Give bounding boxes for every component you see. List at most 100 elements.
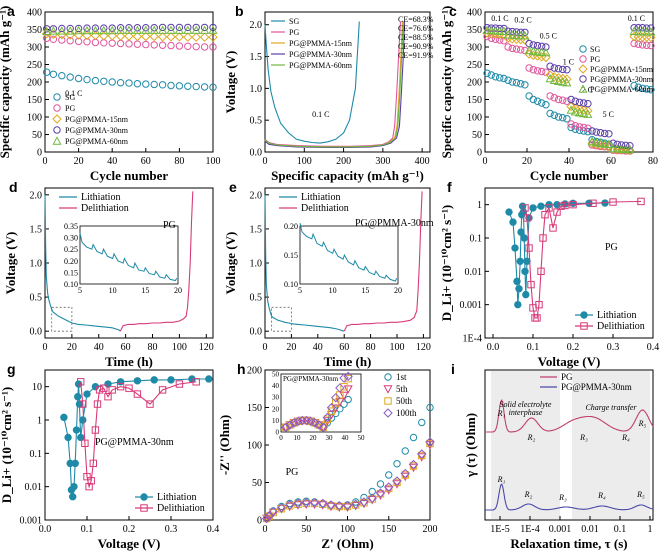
data-point (183, 32, 193, 42)
legend-marker (578, 64, 588, 74)
data-point (175, 42, 184, 50)
x-tick-label: 80 (174, 156, 184, 167)
inset-point (322, 417, 332, 426)
data-point (116, 382, 125, 391)
legend-label: PG@PMMA-15nm (289, 39, 353, 48)
data-point (66, 24, 74, 33)
data-point (643, 41, 651, 49)
y-tick-label: 350 (27, 25, 42, 36)
legend-label: Lithiation (81, 192, 120, 203)
y-tick-label: 1.5 (250, 52, 263, 63)
data-point (65, 26, 75, 35)
data-point (91, 426, 100, 434)
data-point (87, 477, 95, 485)
x-tick-label: 120 (199, 342, 214, 353)
data-point (487, 34, 495, 42)
y-tick-label: 100 (247, 441, 262, 452)
data-point (90, 25, 100, 35)
data-point (42, 68, 51, 76)
legend-marker (578, 84, 588, 93)
data-point (517, 28, 525, 36)
y-axis-title: Voltage (V) (223, 51, 238, 114)
y-tick-label: 0.0 (30, 327, 43, 338)
sample-label: PG (286, 467, 299, 478)
data-point (541, 211, 549, 219)
legend-marker (383, 408, 393, 418)
data-point (384, 482, 394, 492)
inset: PG@PMMA-30nm 0 10 20 30 40 50 0 10 20 30 40 50 (272, 371, 365, 443)
r-label-lower: R₁ (497, 475, 506, 484)
panel-letter: f (447, 179, 452, 195)
data-point (553, 208, 561, 216)
inset: 5 10 15 20 0.10 0.15 0.20 0.25 0.30 0.35 (64, 222, 182, 295)
legend-label: PG@PMMA-30nm (561, 382, 632, 392)
panel-letter: e (229, 179, 237, 195)
data-point (192, 378, 200, 386)
data-point (408, 459, 419, 470)
data-point (108, 78, 116, 86)
inset-point (332, 399, 340, 407)
data-point (192, 42, 200, 51)
y-tick-label: 350 (467, 25, 482, 36)
data-point (521, 204, 529, 212)
data-point (583, 105, 593, 116)
inset-point (289, 418, 299, 428)
legend-label: PG@PMMA-15nm (65, 115, 129, 124)
data-point (334, 501, 344, 511)
zoom-box (51, 306, 73, 332)
x-axis-title: Cycle number (530, 168, 609, 183)
data-point (525, 244, 533, 252)
panel-letter: i (451, 361, 455, 377)
data-point (100, 24, 108, 32)
data-point (133, 80, 142, 88)
data-point (542, 101, 550, 109)
data-point (83, 472, 91, 481)
data-point (570, 106, 580, 116)
data-point (42, 26, 52, 35)
data-point (542, 68, 550, 76)
panel-e: e 0 20 40 60 80 100 120 0.0 0.5 1.0 1.5 2.0 Time (h) V… (223, 179, 434, 369)
data-point (400, 472, 410, 482)
data-point (85, 482, 93, 491)
panel-a: a 0 20 40 60 80 100 0 50 100 150 200 250 300 350 400 Cyc… (0, 3, 221, 183)
data-point (571, 97, 579, 105)
data-point (301, 498, 311, 508)
data-point (142, 80, 150, 88)
data-point (647, 24, 655, 32)
data-point (167, 81, 175, 90)
legend-label: 50th (396, 396, 413, 406)
data-point (309, 498, 320, 508)
data-point (116, 25, 126, 34)
data-point (133, 40, 142, 48)
y-tick-label: 400 (27, 8, 42, 19)
inset-point (294, 417, 302, 426)
inset-y-tick-label: 40 (272, 382, 280, 390)
data-point (149, 25, 159, 34)
x-axis-title: Z' (Ohm) (321, 536, 373, 551)
legend-label: 5th (396, 384, 408, 394)
r-label-lower: R₄ (597, 491, 606, 500)
plot-frame (484, 187, 654, 339)
data-point (525, 92, 533, 100)
data-point (107, 25, 117, 35)
r-label: R₄ (621, 433, 630, 442)
data-point (571, 122, 579, 130)
inset-y-tick-label: 0.15 (284, 251, 298, 260)
data-point (596, 129, 605, 137)
data-point (107, 31, 117, 41)
data-point (588, 127, 596, 135)
panel-f: f 0.0 0.1 0.2 0.3 0.4 1E-4 0.001 0.01 0.1 1 Voltage… (439, 179, 659, 369)
data-point (125, 384, 133, 392)
data-point (517, 228, 525, 236)
inset-title: PG@PMMA-30nm (283, 375, 339, 383)
data-point (591, 137, 601, 147)
x-tick-label: 150 (381, 524, 396, 535)
legend: 1st 5th 50th 100th (383, 372, 417, 418)
y-tick-label: 50 (32, 130, 42, 141)
y-axis-title: γ (τ) (Ohm) (463, 413, 478, 478)
data-point (74, 74, 83, 83)
y-tick-label: 200 (27, 78, 42, 89)
data-point (521, 28, 529, 36)
inset-x-tick-label: 0 (279, 434, 283, 442)
